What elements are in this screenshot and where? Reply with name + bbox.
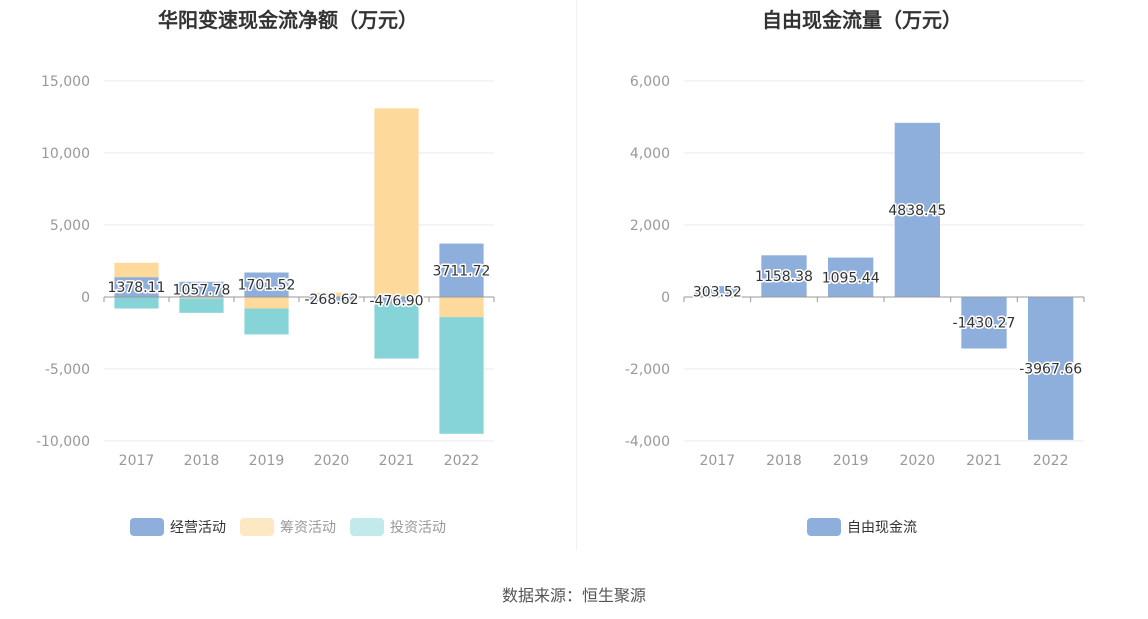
x-tick-label: 2017 <box>119 453 155 469</box>
bar <box>439 243 484 297</box>
cashflow-net-chart: 华阳变速现金流净额（万元） 15,000 10,000 5,000 0 -5,000 -1… <box>0 0 576 560</box>
bar <box>114 262 159 278</box>
data-label: 4838.45 <box>888 203 946 219</box>
data-label: -3967.66 <box>1019 361 1082 377</box>
y-tick-label: 5,000 <box>50 218 90 234</box>
y-tick-label: 4,000 <box>630 146 670 162</box>
data-label: 1095.44 <box>822 270 880 286</box>
bar <box>894 122 940 298</box>
bar <box>374 297 419 304</box>
data-label: 1158.38 <box>755 269 813 285</box>
x-tick-label: 2018 <box>184 453 220 469</box>
x-tick-label: 2020 <box>314 453 350 469</box>
x-tick-label: 2018 <box>766 453 802 469</box>
x-tick-label: 2019 <box>833 453 869 469</box>
bar <box>114 277 159 297</box>
bar <box>1028 297 1074 440</box>
bar <box>244 297 289 309</box>
data-label: 3711.72 <box>433 263 491 279</box>
x-tick-label: 2022 <box>444 453 480 469</box>
y-tick-label: -10,000 <box>36 434 90 450</box>
data-label: -476.90 <box>369 293 423 309</box>
data-label: 1701.52 <box>238 278 296 294</box>
y-tick-label: 2,000 <box>630 218 670 234</box>
data-label: 1057.78 <box>173 282 231 298</box>
legend-label: 投资活动 <box>390 520 446 536</box>
y-tick-label: -2,000 <box>625 362 670 378</box>
legend-label: 自由现金流 <box>847 520 917 536</box>
bar <box>694 286 740 297</box>
bar <box>961 297 1007 349</box>
free-cashflow-chart: 自由现金流量（万元） 6,000 4,000 2,000 0 -2,000 -4,000 2… <box>576 0 1148 560</box>
legend: 自由现金流 <box>576 517 1148 537</box>
data-label: 303.52 <box>693 285 742 301</box>
legend-item-free-cashflow[interactable]: 自由现金流 <box>807 517 917 537</box>
chart-title: 自由现金流量（万元） <box>762 8 962 32</box>
x-tick-label: 2021 <box>966 453 1002 469</box>
panel-divider <box>576 0 577 550</box>
legend-swatch <box>807 518 841 536</box>
bar <box>179 297 224 299</box>
legend-swatch <box>130 518 164 536</box>
cashflow-net-plot: 15,000 10,000 5,000 0 -5,000 -10,000 2017 2018 2… <box>36 74 495 469</box>
x-tick-label: 2020 <box>900 453 936 469</box>
x-tick-label: 2017 <box>700 453 736 469</box>
y-tick-label: -5,000 <box>45 362 90 378</box>
bar <box>828 257 874 297</box>
data-label: -268.62 <box>304 292 358 308</box>
bar <box>439 317 484 434</box>
y-tick-label: 0 <box>81 290 90 306</box>
data-label: -1430.27 <box>953 316 1016 332</box>
y-tick-label: -4,000 <box>625 434 670 450</box>
free-cashflow-plot: 6,000 4,000 2,000 0 -2,000 -4,000 2017 2018 2019… <box>625 74 1085 469</box>
data-source: 数据来源：恒生聚源 <box>501 586 646 605</box>
bar <box>244 308 289 335</box>
legend: 经营活动 筹资活动 投资活动 <box>0 517 576 537</box>
legend-swatch <box>240 518 274 536</box>
bar <box>244 272 289 297</box>
legend-label: 经营活动 <box>170 520 226 536</box>
legend-item-financing[interactable]: 筹资活动 <box>240 517 336 537</box>
bar <box>374 303 419 359</box>
bar <box>374 108 419 297</box>
bar <box>309 292 354 297</box>
bar <box>761 255 807 297</box>
bar <box>179 298 224 313</box>
legend-item-investing[interactable]: 投资活动 <box>350 517 446 537</box>
y-tick-label: 0 <box>661 290 670 306</box>
x-tick-label: 2022 <box>1033 453 1069 469</box>
legend-swatch <box>350 518 384 536</box>
bar <box>179 281 224 297</box>
chart-title: 华阳变速现金流净额（万元） <box>158 8 418 32</box>
y-tick-label: 6,000 <box>630 74 670 90</box>
legend-item-operating[interactable]: 经营活动 <box>130 517 226 537</box>
data-label: 1378.11 <box>108 280 166 296</box>
bar <box>114 297 159 309</box>
legend-label: 筹资活动 <box>280 520 336 536</box>
y-tick-label: 15,000 <box>41 74 90 90</box>
y-tick-label: 10,000 <box>41 146 90 162</box>
bar <box>439 297 484 318</box>
x-tick-label: 2021 <box>379 453 415 469</box>
x-tick-label: 2019 <box>249 453 285 469</box>
bar <box>309 300 354 302</box>
bar <box>309 297 354 301</box>
